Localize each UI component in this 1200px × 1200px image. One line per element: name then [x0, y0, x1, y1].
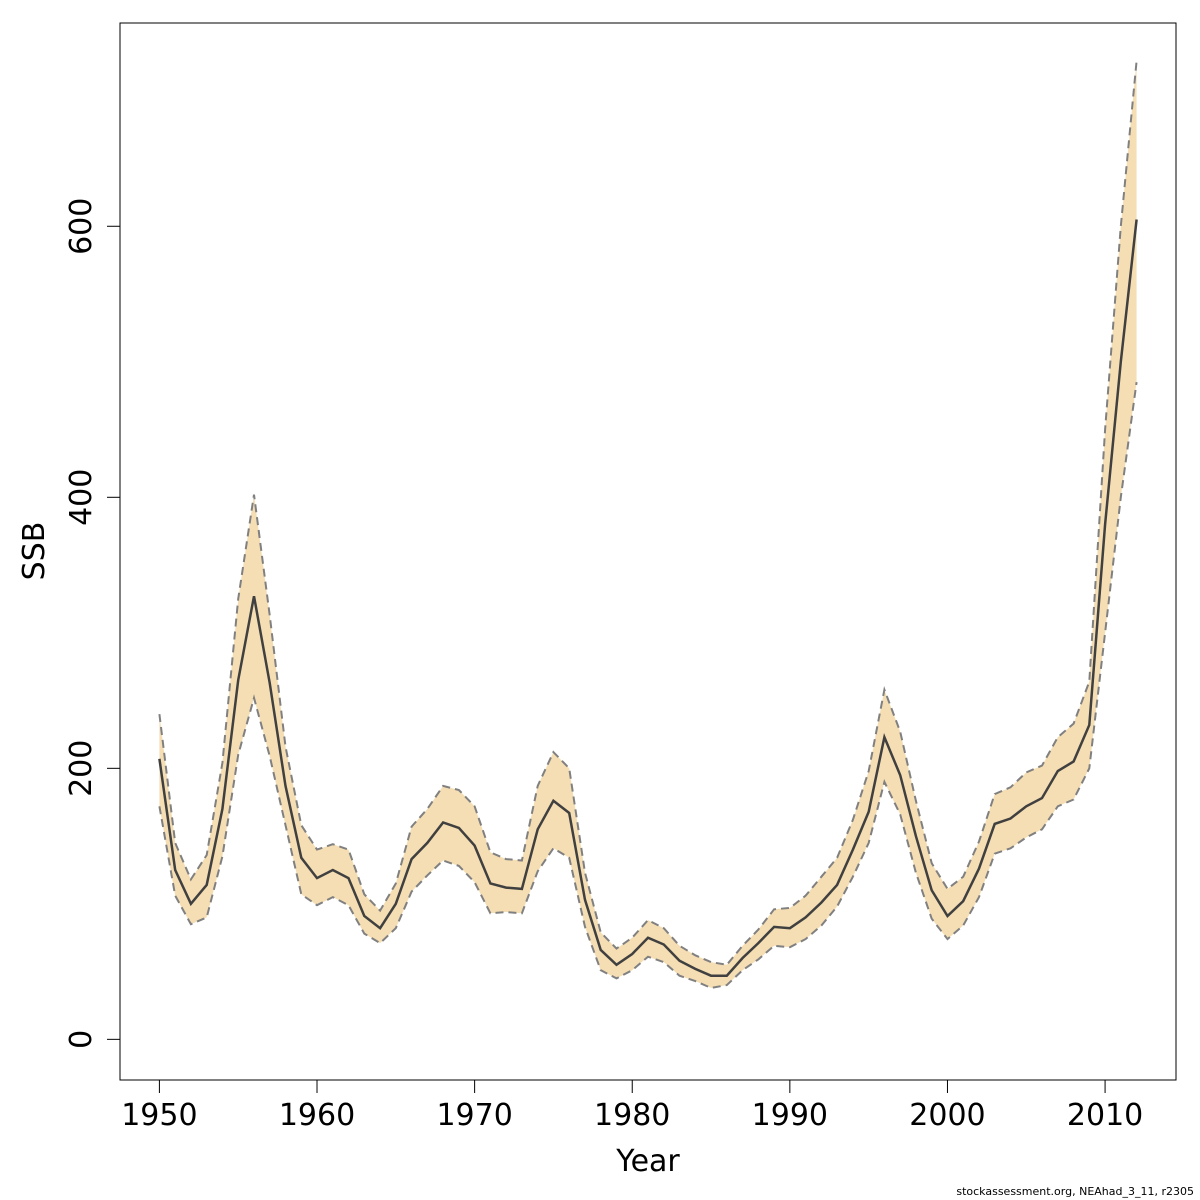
ssb-estimate-line	[158, 219, 1138, 977]
credit-footer: stockassessment.org, NEAhad_3_11, r2305	[956, 1185, 1194, 1198]
y-axis: 0 200 400 600	[64, 198, 121, 1049]
x-tick-label: 1980	[594, 1098, 670, 1133]
confidence-band	[159, 60, 1137, 988]
x-tick-label: 2000	[909, 1098, 985, 1133]
lower-bound-line	[158, 381, 1138, 989]
x-tick-label: 1960	[279, 1098, 355, 1133]
y-tick-label: 0	[64, 1030, 99, 1049]
x-tick-label: 1950	[121, 1098, 197, 1133]
y-tick-label: 600	[64, 198, 99, 255]
y-axis-title: SSB	[17, 522, 52, 581]
x-tick-label: 2010	[1067, 1098, 1143, 1133]
upper-bound-line	[158, 60, 1138, 966]
y-tick-label: 400	[64, 469, 99, 526]
x-axis: 1950 1960 1970 1980 1990 2000 2010	[121, 1079, 1143, 1133]
x-tick-label: 1990	[752, 1098, 828, 1133]
x-tick-label: 1970	[436, 1098, 512, 1133]
x-axis-title: Year	[615, 1144, 680, 1179]
y-tick-label: 200	[64, 740, 99, 797]
series-line-layer	[158, 60, 1138, 989]
confidence-band-layer	[159, 60, 1137, 988]
